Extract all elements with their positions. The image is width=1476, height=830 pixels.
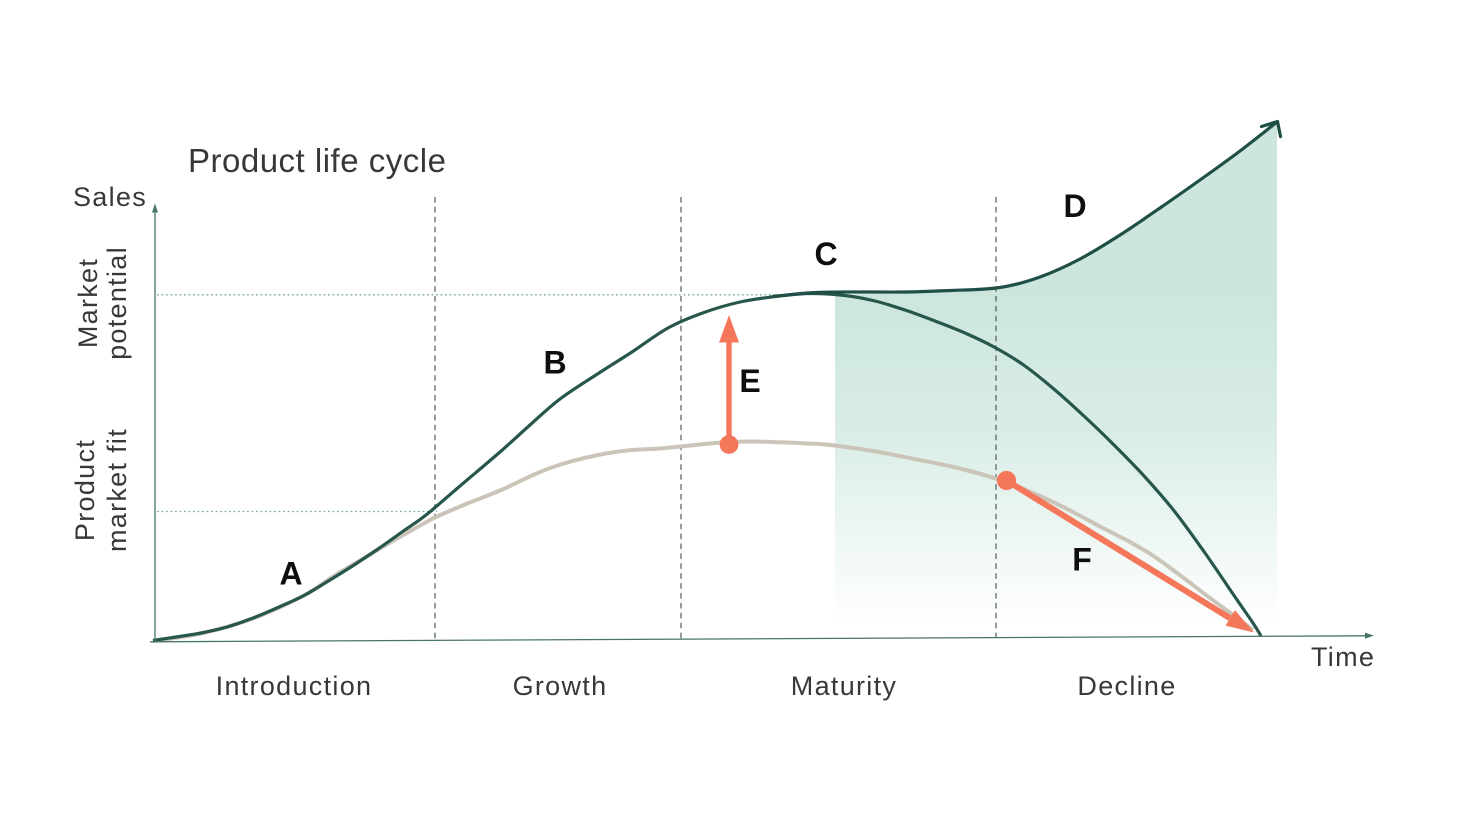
svg-text:Product: Product (70, 439, 100, 541)
svg-text:F: F (1072, 542, 1092, 578)
svg-text:Decline: Decline (1077, 671, 1176, 701)
svg-text:Growth: Growth (513, 671, 608, 701)
svg-text:C: C (814, 236, 837, 272)
svg-text:B: B (543, 345, 566, 381)
svg-text:market fit: market fit (102, 428, 132, 552)
svg-text:Maturity: Maturity (791, 671, 897, 701)
svg-text:A: A (279, 556, 302, 592)
svg-text:Market: Market (73, 258, 103, 348)
svg-text:Sales: Sales (73, 182, 147, 212)
svg-text:potential: potential (102, 246, 132, 360)
svg-text:Time: Time (1311, 642, 1375, 672)
svg-text:D: D (1063, 188, 1086, 224)
svg-text:Introduction: Introduction (216, 671, 373, 701)
svg-text:E: E (739, 363, 760, 399)
svg-text:Product life cycle: Product life cycle (188, 142, 446, 179)
